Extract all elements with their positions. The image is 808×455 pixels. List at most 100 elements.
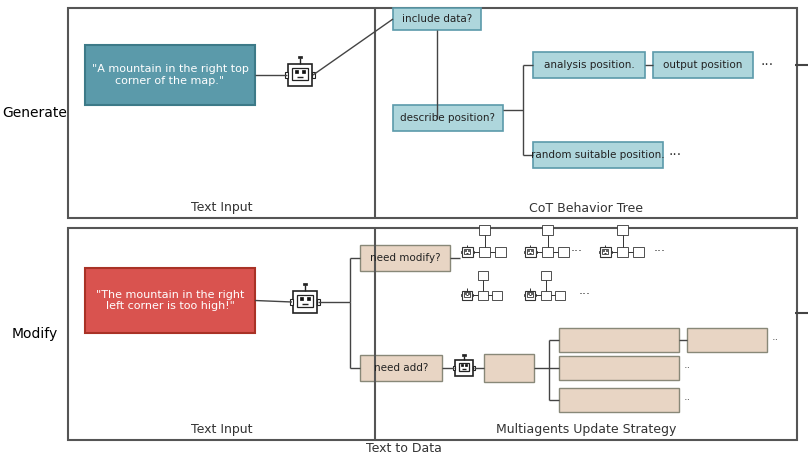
Text: Multiagents Update Strategy: Multiagents Update Strategy <box>496 424 676 436</box>
Bar <box>85 45 255 105</box>
Text: ···: ··· <box>579 288 591 302</box>
Text: output position: output position <box>663 60 743 70</box>
Bar <box>492 290 502 299</box>
Bar <box>312 72 315 78</box>
Bar <box>459 363 469 371</box>
Bar <box>472 294 473 296</box>
Bar <box>495 247 506 257</box>
Bar <box>461 294 462 296</box>
Bar <box>617 225 628 235</box>
Bar <box>524 294 525 296</box>
Bar <box>465 364 468 366</box>
Text: ···: ··· <box>571 246 583 258</box>
Bar <box>301 297 303 300</box>
Text: ··: ·· <box>684 363 692 373</box>
Bar <box>479 225 490 235</box>
Bar <box>528 250 529 251</box>
Text: ···: ··· <box>669 148 682 162</box>
Bar <box>555 290 565 299</box>
Bar <box>473 366 475 370</box>
Bar <box>542 247 553 257</box>
Text: Modify: Modify <box>12 327 58 341</box>
Bar <box>360 245 450 271</box>
Text: include data?: include data? <box>402 14 472 24</box>
Bar <box>525 290 535 299</box>
Bar <box>527 292 533 297</box>
Text: ··: ·· <box>772 335 779 345</box>
Bar <box>292 68 308 80</box>
Bar <box>528 293 529 294</box>
Bar <box>465 250 466 251</box>
Text: "The mountain in the right
left corner is too high!": "The mountain in the right left corner i… <box>96 290 244 311</box>
Bar <box>559 356 679 380</box>
Text: ··: ·· <box>684 395 692 405</box>
Bar <box>653 52 753 78</box>
Bar <box>599 251 600 253</box>
Bar <box>536 251 537 253</box>
Bar <box>290 299 292 305</box>
Bar <box>393 8 481 30</box>
Text: Text Input: Text Input <box>191 202 252 214</box>
Bar <box>533 52 645 78</box>
Bar <box>295 70 298 73</box>
Text: ···: ··· <box>654 246 666 258</box>
Bar <box>360 355 442 381</box>
Bar <box>535 294 536 296</box>
Bar <box>393 105 503 131</box>
Text: Generate: Generate <box>2 106 67 120</box>
Bar <box>600 247 611 257</box>
Bar <box>602 249 608 254</box>
Bar <box>288 64 312 86</box>
Bar <box>478 290 488 299</box>
Bar <box>85 268 255 333</box>
Bar <box>541 271 551 280</box>
Bar <box>461 247 473 257</box>
Text: describe position?: describe position? <box>401 113 495 123</box>
Text: random suitable position.: random suitable position. <box>531 150 665 160</box>
Bar <box>479 247 490 257</box>
Bar <box>285 72 288 78</box>
Text: ···: ··· <box>761 58 774 72</box>
Text: Text Input: Text Input <box>191 424 252 436</box>
Bar <box>541 290 551 299</box>
Bar <box>453 366 455 370</box>
Bar <box>559 388 679 412</box>
Bar <box>464 292 470 297</box>
Bar <box>465 293 466 294</box>
Bar <box>462 354 465 355</box>
Bar <box>292 291 317 313</box>
Bar <box>603 250 604 251</box>
Text: need add?: need add? <box>374 363 428 373</box>
Text: analysis position.: analysis position. <box>544 60 634 70</box>
Text: CoT Behavior Tree: CoT Behavior Tree <box>529 202 643 214</box>
Bar <box>68 8 797 218</box>
Bar <box>468 250 469 251</box>
Bar <box>307 297 309 300</box>
Bar <box>606 250 607 251</box>
Bar <box>524 247 536 257</box>
Bar <box>298 56 302 58</box>
Bar <box>617 247 628 257</box>
Bar <box>303 283 307 285</box>
Bar <box>633 247 644 257</box>
Bar <box>461 364 463 366</box>
Bar <box>542 225 553 235</box>
Bar <box>464 249 470 254</box>
Bar <box>559 328 679 352</box>
Bar <box>527 249 533 254</box>
Bar <box>611 251 612 253</box>
Bar <box>317 299 320 305</box>
Text: need modify?: need modify? <box>370 253 440 263</box>
Bar <box>468 293 469 294</box>
Bar <box>484 354 534 382</box>
Bar <box>531 293 532 294</box>
Bar <box>297 295 313 307</box>
Text: Text to Data: Text to Data <box>366 443 442 455</box>
Bar <box>531 250 532 251</box>
Text: "A mountain in the right top
corner of the map.": "A mountain in the right top corner of t… <box>91 64 248 86</box>
Bar <box>533 142 663 168</box>
Bar <box>687 328 767 352</box>
Bar <box>68 228 797 440</box>
Bar <box>302 70 305 73</box>
Bar <box>462 290 472 299</box>
